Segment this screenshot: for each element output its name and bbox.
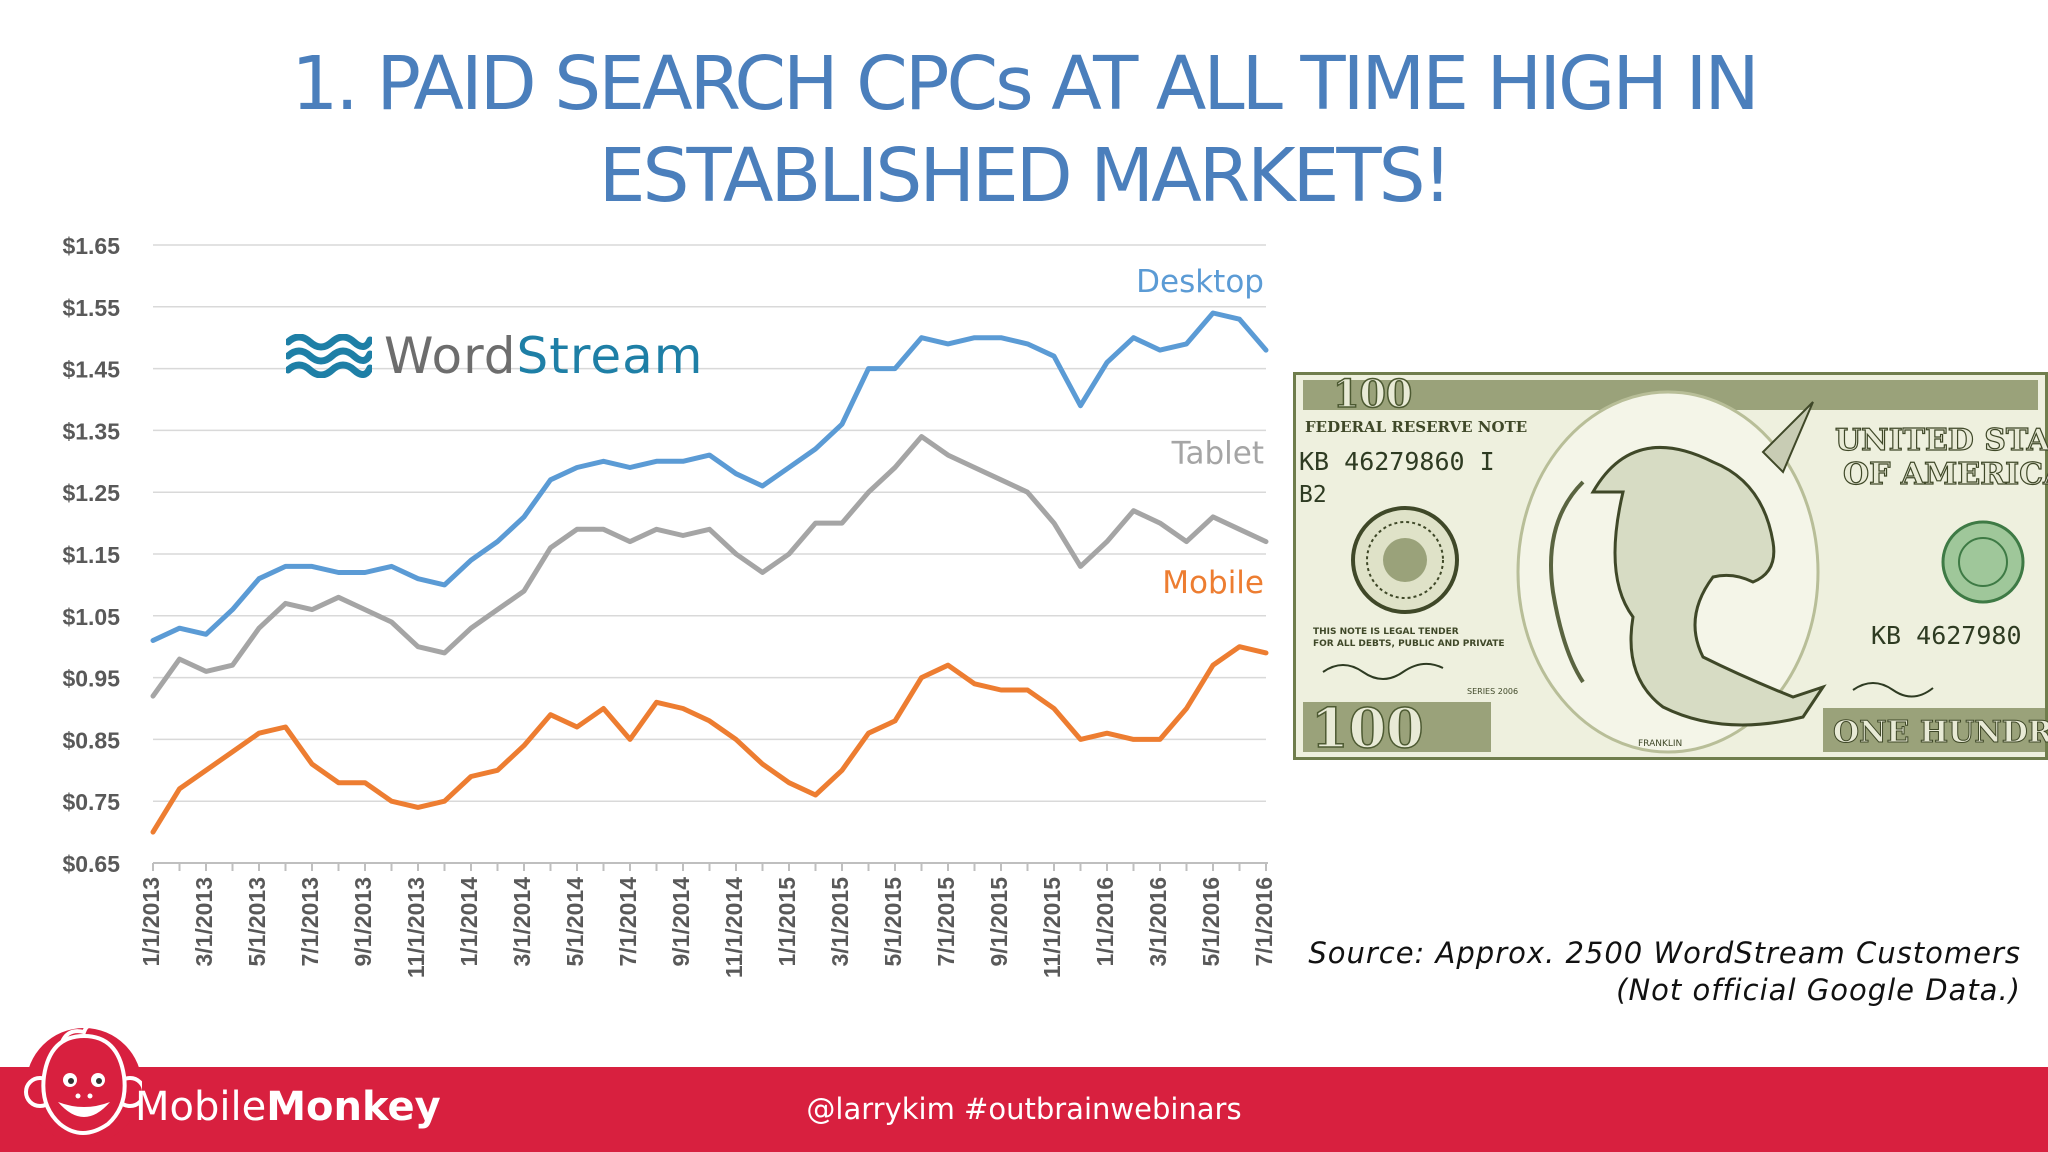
x-axis-tick-labels: 1/1/2013 3/1/2013 5/1/2013 7/1/2013 9/1/2013… — [138, 877, 1277, 978]
bill-bottom-denomination: 100 — [1311, 696, 1424, 760]
x-tick-label: 3/1/2016 — [1145, 877, 1171, 967]
footer-bar — [0, 1067, 2048, 1152]
y-tick-label: $1.15 — [62, 542, 120, 568]
y-tick-label: $0.75 — [62, 789, 120, 815]
x-tick-label: 3/1/2013 — [191, 877, 217, 967]
wordstream-word-part2: Stream — [516, 327, 704, 385]
chart-series — [150, 310, 1269, 835]
x-tick-label: 5/1/2014 — [562, 877, 588, 967]
source-line1: Source: Approx. 2500 WordStream Customer… — [1308, 936, 2021, 970]
x-tick-label: 5/1/2015 — [880, 877, 906, 967]
series-label-desktop: Desktop — [1136, 264, 1264, 300]
bill-seal — [1351, 506, 1459, 614]
series-label-mobile: Mobile — [1162, 565, 1264, 601]
y-tick-label: $0.95 — [62, 666, 120, 692]
x-tick-label: 1/1/2016 — [1092, 877, 1118, 967]
x-tick-label: 9/1/2013 — [350, 877, 376, 967]
x-tick-label: 9/1/2014 — [668, 877, 694, 967]
bill-top-denomination: 100 — [1333, 372, 1412, 416]
mobilemonkey-part1: Mobile — [135, 1084, 267, 1130]
x-tick-label: 11/1/2013 — [403, 877, 429, 978]
series-line-tablet — [150, 434, 1269, 699]
y-tick-label: $0.65 — [62, 851, 120, 877]
x-tick-label: 7/1/2016 — [1251, 877, 1277, 967]
series-label-tablet: Tablet — [1171, 436, 1264, 472]
wave-icon — [286, 334, 372, 378]
source-note: Source: Approx. 2500 WordStream Customer… — [1308, 935, 2021, 1009]
slide-title: 1. PAID SEARCH CPCs AT ALL TIME HIGH IN … — [0, 38, 2048, 222]
x-tick-label: 1/1/2014 — [456, 877, 482, 967]
x-tick-label: 3/1/2014 — [509, 877, 535, 967]
x-tick-label: 1/1/2015 — [774, 877, 800, 967]
x-tick-label: 11/1/2014 — [721, 877, 747, 978]
series-line-mobile — [150, 644, 1269, 835]
series-line-desktop — [150, 310, 1269, 643]
bill-treasury-seal — [1941, 520, 2025, 604]
y-tick-label: $1.65 — [62, 233, 120, 259]
bill-serial-right: KB 4627980 — [1871, 621, 2022, 650]
footer-handle: @larrykim #outbrainwebinars — [806, 1092, 1242, 1126]
x-tick-label: 7/1/2013 — [297, 877, 323, 967]
y-tick-label: $1.05 — [62, 604, 120, 630]
bill-country-line2: OF AMERICA — [1843, 457, 2048, 492]
mobilemonkey-part2: Monkey — [266, 1084, 441, 1130]
bill-portrait-label: FRANKLIN — [1638, 739, 1682, 749]
x-tick-label: 9/1/2015 — [986, 877, 1012, 967]
wordstream-logo: WordStream — [286, 326, 703, 386]
hundred-dollar-bill-image: 100 FEDERAL RESERVE NOTE KB 46279860 I B… — [1293, 372, 2048, 760]
x-tick-label: 1/1/2013 — [138, 877, 164, 967]
x-tick-label: 11/1/2015 — [1039, 877, 1065, 978]
bill-series: SERIES 2006 — [1467, 687, 1518, 696]
bill-tender-line1: THIS NOTE IS LEGAL TENDER — [1313, 627, 1459, 637]
y-axis-tick-labels: $1.65 $1.55 $1.45 $1.35 $1.25 $1.15 $1.05 $0.95… — [62, 233, 120, 877]
mobilemonkey-wordmark: MobileMonkey — [135, 1082, 441, 1132]
cpc-line-chart: $1.65 $1.55 $1.45 $1.35 $1.25 $1.15 $1.05 $0.95… — [62, 233, 1277, 978]
slide-title-line1: 1. PAID SEARCH CPCs AT ALL TIME HIGH IN — [291, 41, 1759, 127]
x-tick-label: 5/1/2016 — [1198, 877, 1224, 967]
wordstream-wordmark: WordStream — [384, 326, 703, 386]
wordstream-word-part1: Word — [384, 327, 517, 385]
source-line2: (Not official Google Data.) — [1616, 973, 2021, 1007]
bill-top-text: FEDERAL RESERVE NOTE — [1305, 418, 1527, 436]
bill-serial: KB 46279860 I — [1299, 447, 1495, 476]
y-tick-label: $1.45 — [62, 357, 120, 383]
bill-district: B2 — [1299, 482, 1327, 508]
y-tick-label: $0.85 — [62, 727, 120, 753]
x-tick-label: 7/1/2014 — [615, 877, 641, 967]
series-labels: Desktop Tablet Mobile — [1136, 264, 1264, 601]
y-tick-label: $1.25 — [62, 480, 120, 506]
bill-tender-line2: FOR ALL DEBTS, PUBLIC AND PRIVATE — [1313, 639, 1505, 649]
slide-title-line2: ESTABLISHED MARKETS! — [598, 133, 1453, 219]
bill-portrait-unicorn: FRANKLIN — [1516, 390, 1827, 754]
x-tick-label: 3/1/2015 — [827, 877, 853, 967]
bill-bottom-text: ONE HUNDRED — [1833, 715, 2048, 750]
bill-country-line1: UNITED STATES — [1835, 423, 2048, 458]
y-tick-label: $1.35 — [62, 418, 120, 444]
x-tick-label: 7/1/2015 — [933, 877, 959, 967]
x-axis — [152, 862, 1268, 871]
y-tick-label: $1.55 — [62, 295, 120, 321]
monkey-mascot-icon — [24, 1022, 142, 1144]
x-tick-label: 5/1/2013 — [244, 877, 270, 967]
